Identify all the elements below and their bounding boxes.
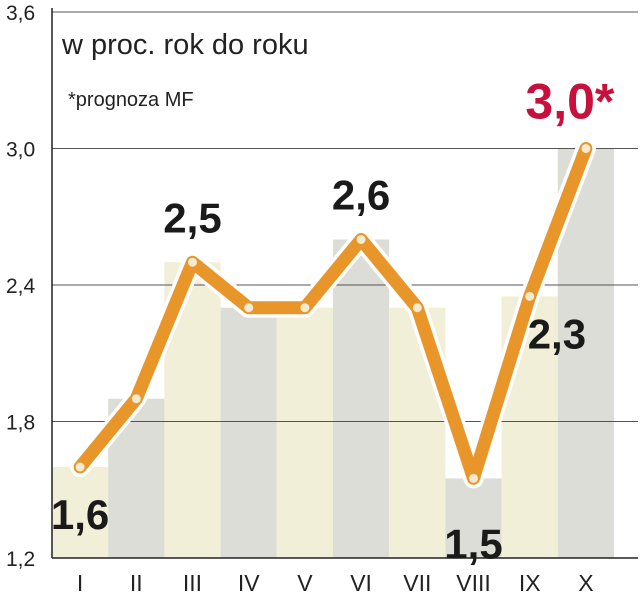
data-point-IV: [244, 303, 254, 313]
data-point-III: [188, 257, 197, 267]
x-tick-label: IV: [238, 570, 260, 596]
x-tick-labels: I II III IV V VI VII VIII IX X: [77, 570, 594, 596]
bar-V: [276, 307, 333, 558]
bar-VIII: [445, 478, 502, 558]
x-tick-label: III: [183, 570, 202, 596]
background-bars: [52, 148, 614, 558]
x-tick-label: V: [297, 570, 313, 596]
data-point-VII: [412, 303, 422, 313]
series-line: [73, 142, 593, 485]
bar-VI: [333, 239, 390, 558]
x-tick-label: X: [578, 570, 593, 596]
data-point-VI: [356, 235, 366, 244]
data-label-IX: 2,3: [528, 310, 586, 357]
data-label-I: 1,6: [51, 491, 109, 538]
data-label-X: 3,0*: [525, 74, 615, 130]
data-point-IX: [525, 291, 535, 301]
bar-IV: [220, 307, 277, 558]
data-label-VI: 2,6: [332, 172, 390, 219]
chart-title: w proc. rok do roku: [61, 29, 309, 61]
data-point-VIII: [469, 473, 478, 483]
chart-subtitle: *prognoza MF: [68, 89, 194, 111]
bar-I: [52, 467, 109, 558]
x-tick-label: VI: [350, 570, 372, 596]
y-tick-label: 2,4: [6, 275, 36, 298]
data-point-X: [581, 144, 591, 153]
x-tick-label: I: [77, 570, 83, 596]
data-label-VIII: 1,5: [444, 520, 502, 567]
series-line-group: [70, 138, 596, 489]
y-tick-label: 1,8: [6, 412, 35, 435]
grid-lines: [52, 11, 638, 422]
y-tick-label: 1,2: [6, 548, 35, 571]
data-point-V: [300, 303, 310, 313]
y-tick-label: 3,0: [6, 139, 35, 162]
x-tick-label: II: [130, 570, 143, 596]
y-tick-label: 3,6: [6, 2, 35, 25]
x-tick-label: IX: [519, 570, 541, 596]
x-tick-label: VII: [403, 570, 431, 596]
x-tick-label: VIII: [456, 570, 491, 596]
data-labels: 1,6 2,5 2,6 1,5 2,3 3,0*: [51, 74, 615, 568]
y-tick-labels: 1,2 1,8 2,4 3,0 3,6: [6, 2, 36, 571]
data-point-II: [131, 394, 141, 404]
data-label-III: 2,5: [163, 194, 221, 241]
data-point-I: [75, 462, 85, 472]
axes: [51, 8, 638, 559]
